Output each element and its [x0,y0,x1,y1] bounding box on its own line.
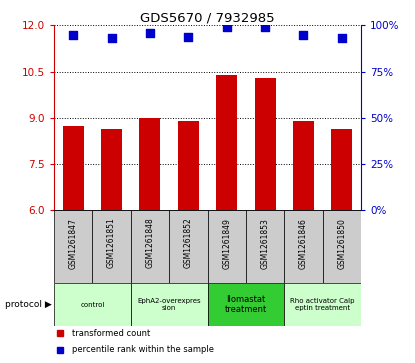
Text: GSM1261851: GSM1261851 [107,218,116,269]
Bar [131,283,208,326]
Bar [54,283,131,326]
Bar [208,283,284,326]
Text: EphA2-overexpres
sion: EphA2-overexpres sion [137,298,201,311]
Text: percentile rank within the sample: percentile rank within the sample [72,345,215,354]
Text: GSM1261847: GSM1261847 [68,218,78,269]
Bar [254,78,276,211]
Text: Ilomastat
treatment: Ilomastat treatment [225,295,267,314]
Bar [284,211,323,283]
Bar [93,211,131,283]
Text: Rho activator Calp
eptin treatment: Rho activator Calp eptin treatment [290,298,355,311]
Point [108,36,115,41]
Point [185,34,192,40]
Point [146,30,153,36]
Bar [208,211,246,283]
Bar [131,211,169,283]
Bar [63,126,84,211]
Bar [331,129,352,211]
Bar [284,283,361,326]
Bar [101,129,122,211]
Point [262,24,269,30]
Point [223,24,230,30]
Point [339,36,345,41]
Text: GSM1261849: GSM1261849 [222,218,231,269]
Bar [246,211,284,283]
Text: GSM1261852: GSM1261852 [184,218,193,269]
Text: protocol ▶: protocol ▶ [5,300,51,309]
Point [70,32,76,37]
Bar [178,121,199,211]
Text: GSM1261850: GSM1261850 [337,218,347,269]
Text: control: control [80,302,105,307]
Text: GSM1261846: GSM1261846 [299,218,308,269]
Bar [323,211,361,283]
Bar [139,118,161,211]
Point [300,32,307,37]
Bar [169,211,208,283]
Title: GDS5670 / 7932985: GDS5670 / 7932985 [140,11,275,24]
Bar [293,121,314,211]
Text: GSM1261853: GSM1261853 [261,218,270,269]
Bar [216,75,237,211]
Text: GSM1261848: GSM1261848 [145,218,154,269]
Text: transformed count: transformed count [72,329,151,338]
Bar [54,211,92,283]
